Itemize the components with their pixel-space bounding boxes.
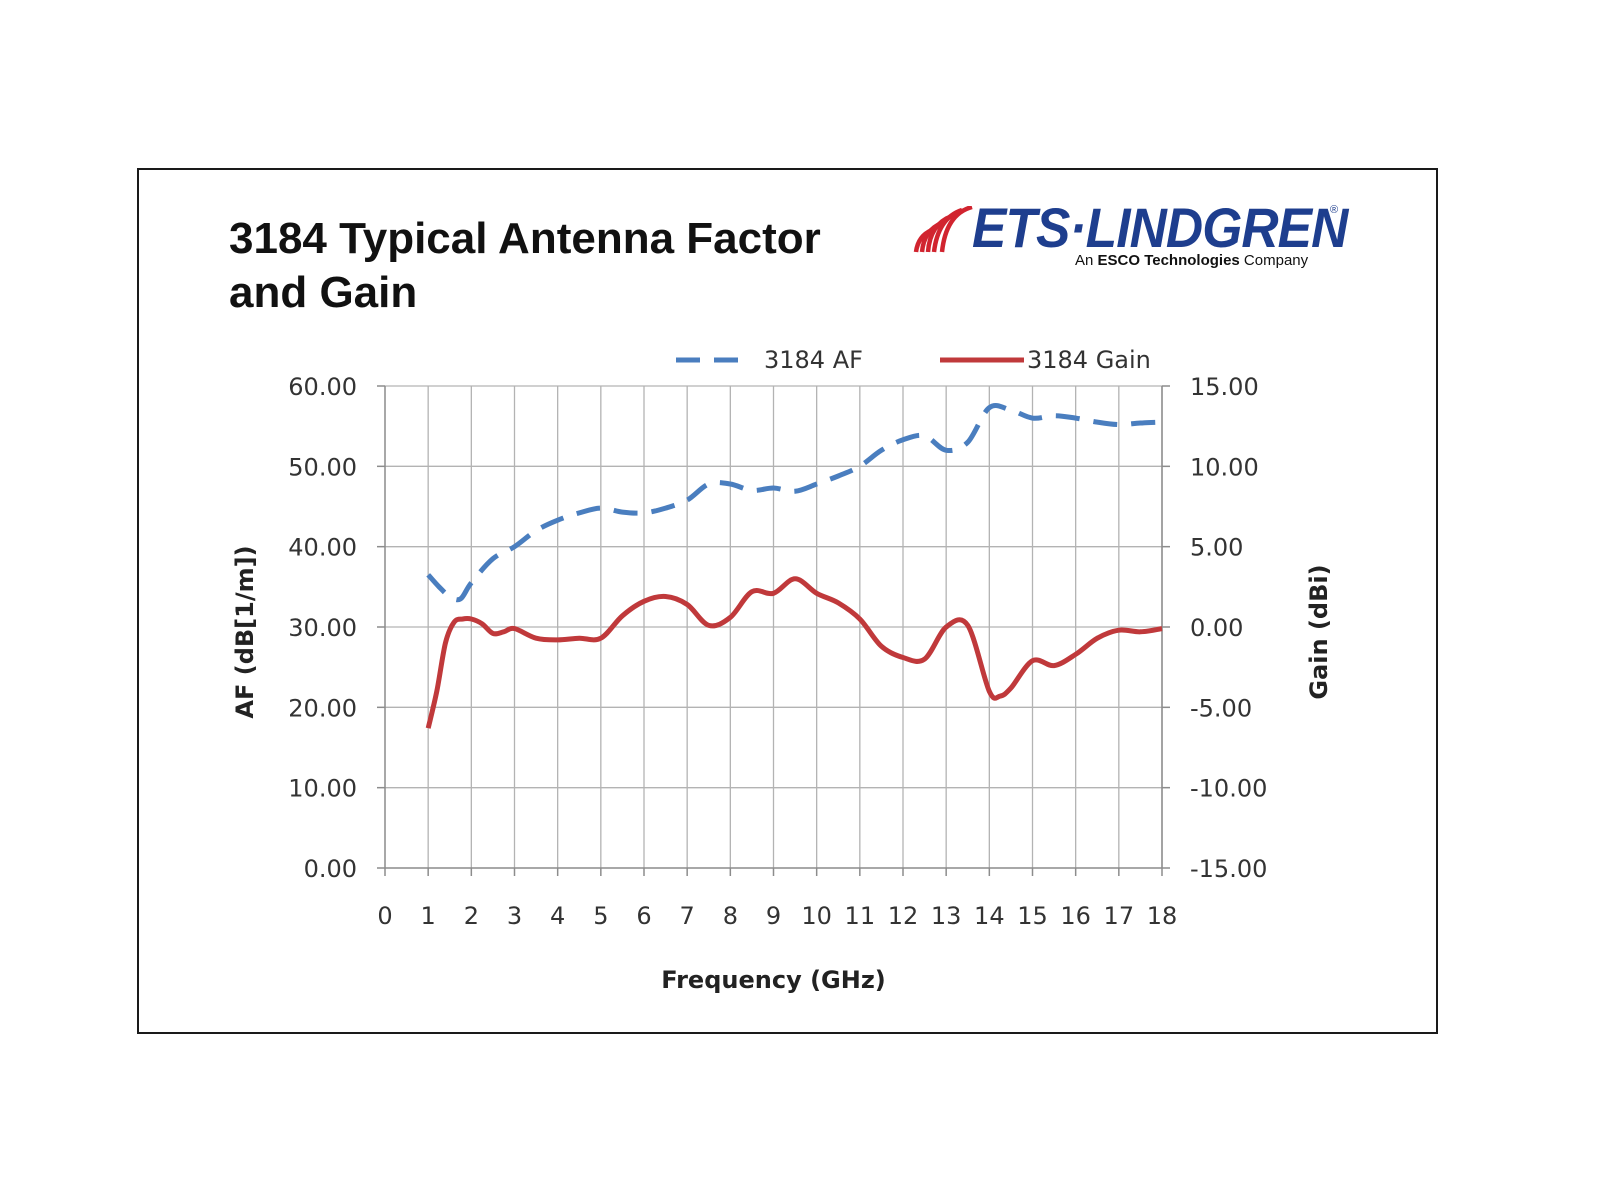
logo-tagline-suffix: Company <box>1239 252 1309 269</box>
series-lines <box>425 403 1163 729</box>
chart-title-line-1: 3184 Typical Antenna Factor <box>229 214 821 263</box>
x-tick-label: 15 <box>1017 902 1048 930</box>
x-tick-label: 0 <box>377 902 392 930</box>
company-logo: ETS·LINDGREN ® An ESCO Technologies Comp… <box>912 198 1348 280</box>
y-tick-label: 50.00 <box>288 453 357 481</box>
y2-tick-label: 10.00 <box>1190 453 1259 481</box>
logo-wordmark: ETS·LINDGREN <box>972 196 1348 259</box>
x-axis-label: Frequency (GHz) <box>661 966 886 994</box>
x-tick-label: 3 <box>507 902 522 930</box>
x-tick-label: 9 <box>766 902 781 930</box>
y2-axis-label: Gain (dBi) <box>1305 564 1333 699</box>
af-series-line <box>426 403 1163 603</box>
x-tick-label: 11 <box>845 902 876 930</box>
x-tick-label: 6 <box>636 902 651 930</box>
logo-tagline-prefix: An <box>1075 252 1098 269</box>
x-axis-ticks: 0 1 2 3 4 5 6 7 8 9 10 11 12 13 14 15 16 17 18 <box>377 868 1177 930</box>
y-tick-label: 20.00 <box>288 694 357 722</box>
gain-series-line <box>425 576 1163 729</box>
x-tick-label: 2 <box>464 902 479 930</box>
grid-lines <box>385 385 1163 868</box>
logo-tagline-bold: ESCO Technologies <box>1097 252 1240 269</box>
x-tick-label: 13 <box>931 902 962 930</box>
x-tick-label: 18 <box>1147 902 1178 930</box>
y2-tick-label: 5.00 <box>1190 534 1243 562</box>
x-tick-label: 12 <box>888 902 919 930</box>
y-tick-label: 10.00 <box>288 775 357 803</box>
y2-tick-label: -15.00 <box>1190 855 1267 883</box>
registered-mark: ® <box>1330 204 1339 216</box>
left-axis-ticks: 0.00 10.00 20.00 30.00 40.00 50.00 60.00 <box>288 373 385 883</box>
chart-title: 3184 Typical Antenna Factor and Gain <box>229 212 849 320</box>
y-tick-label: 30.00 <box>288 614 357 642</box>
chart-frame <box>137 168 1438 1034</box>
logo-tagline: An ESCO Technologies Company <box>1075 252 1308 269</box>
x-tick-label: 1 <box>421 902 436 930</box>
chart-title-line-2: and Gain <box>229 268 418 317</box>
y2-tick-label: -5.00 <box>1190 694 1252 722</box>
y2-tick-label: 0.00 <box>1190 614 1243 642</box>
x-tick-label: 8 <box>723 902 738 930</box>
y2-tick-label: -10.00 <box>1190 775 1267 803</box>
x-tick-label: 17 <box>1104 902 1135 930</box>
x-tick-label: 4 <box>550 902 565 930</box>
y-tick-label: 40.00 <box>288 534 357 562</box>
legend: 3184 AF 3184 Gain <box>676 346 1151 374</box>
x-tick-label: 16 <box>1060 902 1091 930</box>
y-tick-label: 60.00 <box>288 373 357 401</box>
x-tick-label: 5 <box>593 902 608 930</box>
y-axis-label: AF (dB[1/m]) <box>231 545 259 718</box>
x-tick-label: 7 <box>680 902 695 930</box>
legend-label-af: 3184 AF <box>764 346 863 374</box>
x-tick-label: 14 <box>974 902 1005 930</box>
right-axis-ticks: -15.00 -10.00 -5.00 0.00 5.00 10.00 15.00 <box>1162 373 1267 883</box>
wave-logo-icon <box>913 206 973 253</box>
x-tick-label: 10 <box>801 902 832 930</box>
y2-tick-label: 15.00 <box>1190 373 1259 401</box>
legend-label-gain: 3184 Gain <box>1027 346 1151 374</box>
y-tick-label: 0.00 <box>304 855 357 883</box>
